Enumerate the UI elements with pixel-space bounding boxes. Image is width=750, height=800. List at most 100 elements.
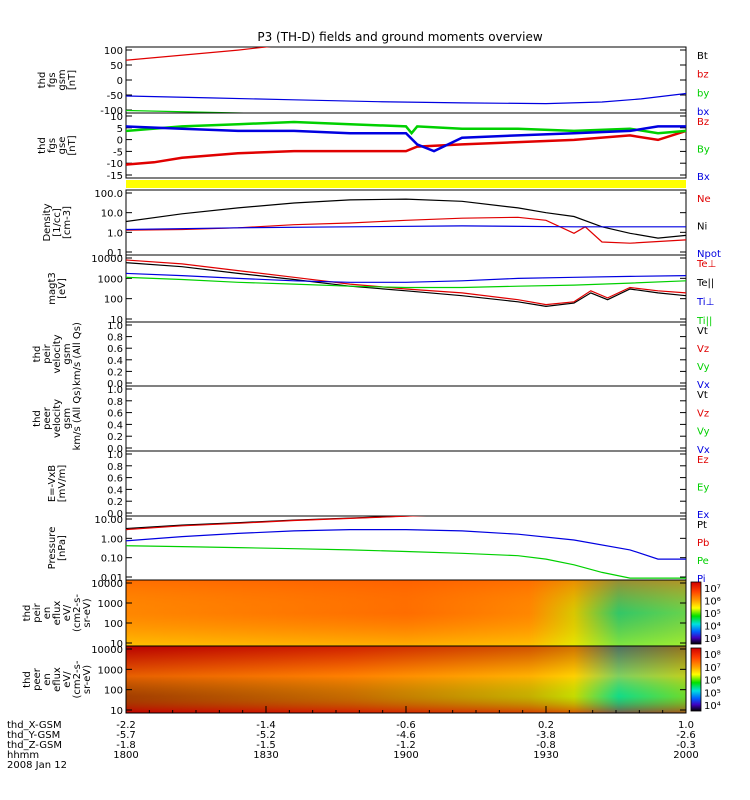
ytick-label: 0.2 — [107, 432, 123, 443]
ylabel-line: km/s (All Qs) — [72, 322, 83, 386]
figure-title: P3 (TH-D) fields and ground moments over… — [257, 30, 542, 44]
ylabel-line: thd — [22, 671, 33, 688]
ylabel-line: gsm — [62, 343, 73, 364]
ephemeris-value: 1900 — [393, 750, 418, 761]
colorbar-tick-label: 10⁴ — [704, 701, 721, 712]
legend-entry: Vt — [697, 390, 708, 401]
legend-entry: Npot — [697, 249, 721, 260]
ytick-label: 0.10 — [101, 554, 123, 565]
ylabel-line: thd — [32, 346, 43, 363]
series-line-0 — [126, 259, 686, 306]
panel-frame — [125, 515, 687, 581]
quality-flag-bar — [126, 180, 686, 188]
ytick-label: 10000 — [91, 254, 123, 265]
legend-entry: Vy — [697, 362, 710, 373]
ytick-label: 0.2 — [107, 367, 123, 378]
ephemeris-value: 2000 — [673, 750, 698, 761]
ylabel-line: eV/ — [62, 604, 73, 621]
ytick-label: 1000 — [98, 274, 123, 285]
series-line-0 — [126, 129, 686, 166]
legend-entry: Pe — [697, 556, 709, 567]
series-line-1 — [126, 262, 686, 308]
ytick-label: 0.4 — [107, 485, 123, 496]
ylabel-line: peir — [32, 602, 43, 622]
ylabel-line: gsm — [62, 408, 73, 429]
panel-pressure: 10.00 1.00 0.10 0.01 Pressure [nPa] Pt Pb Pe Pi — [47, 515, 709, 585]
ytick-label: 0.0 — [107, 509, 123, 520]
ytick-label: 0 — [117, 136, 123, 147]
ephemeris-label: thd_Z-GSM — [7, 740, 62, 751]
ylabel-line: [nPa] — [57, 535, 68, 561]
colorbar-tick-label: 10³ — [704, 634, 721, 645]
legend-entry: Ti⊥ — [696, 297, 714, 308]
colorbar-tick-label: 10⁵ — [704, 688, 721, 699]
ephemeris-value: -0.6 — [396, 720, 416, 731]
ylabel-line: E=-VxB — [47, 465, 58, 502]
legend-entry: bz — [697, 70, 709, 81]
panel-frame — [125, 321, 687, 387]
ylabel-line: [1/cc] — [52, 208, 63, 237]
panel-frame — [125, 385, 687, 452]
ytick-label: 0.2 — [107, 497, 123, 508]
ylabel-line: fgs — [47, 72, 58, 87]
ytick-label: -100 — [100, 106, 123, 117]
colorbar-tick-label: 10⁴ — [704, 622, 721, 633]
ephemeris-value: -1.5 — [256, 740, 276, 751]
legend-entry: Pb — [697, 538, 709, 549]
ylabel-line: magt3 — [47, 272, 58, 305]
series-line-1 — [126, 120, 686, 136]
ytick-label: 0.0 — [107, 444, 123, 455]
series-line-2 — [126, 272, 686, 283]
legend-entry: Vx — [697, 445, 710, 456]
ylabel-line: thd — [37, 137, 48, 154]
ytick-label: -15 — [107, 171, 123, 182]
ytick-label: 0.6 — [107, 474, 123, 485]
ytick-label: 10000 — [91, 645, 123, 656]
ylabel-line: thd — [32, 410, 43, 427]
ylabel-line: gsm — [57, 69, 68, 90]
ytick-label: -10 — [107, 159, 123, 170]
series-line-1 — [126, 516, 427, 531]
legend-entry: Vz — [697, 408, 709, 419]
ytick-label: 10 — [110, 639, 123, 650]
legend-entry: Ex — [697, 510, 709, 521]
series-line-1 — [126, 109, 265, 113]
ylabel-line: [mV/m] — [57, 465, 68, 503]
ytick-label: 10 — [110, 112, 123, 123]
panel-efield: 1.00.80.60.40.20.0 E=-VxB [mV/m] Ez Ey Ex — [47, 450, 709, 521]
ytick-label: 0.6 — [107, 344, 123, 355]
ephemeris-label: hhmm — [7, 750, 39, 761]
ytick-label: 100 — [104, 686, 123, 697]
ytick-label: 0.8 — [107, 462, 123, 473]
ytick-label: 0.8 — [107, 397, 123, 408]
ephemeris-value: -1.8 — [116, 740, 136, 751]
ylabel-line: eV/ — [62, 671, 73, 688]
legend-entry: Te|| — [696, 278, 714, 289]
ylabel-line: km/s (All Qs) — [72, 387, 83, 451]
ytick-label: 0 — [117, 76, 123, 87]
ylabel-line: [eV] — [57, 278, 68, 299]
ephemeris-value: 1830 — [253, 750, 278, 761]
ylabel-line: (cm2-s- — [72, 594, 83, 632]
colorbar-peer_eflux — [690, 647, 702, 712]
ylabel-line: peer — [42, 406, 53, 430]
ephemeris-label: thd_Y-GSM — [7, 730, 60, 741]
legend-entry: Ni — [697, 222, 707, 233]
ephemeris-value: -1.2 — [396, 740, 416, 751]
ephemeris-value: -3.8 — [536, 730, 556, 741]
ytick-label: 0.4 — [107, 356, 123, 367]
ytick-label: 1.0 — [107, 450, 123, 461]
series-line-2 — [126, 529, 686, 560]
ylabel-line: [nT] — [67, 135, 78, 155]
ylabel-line: peer — [32, 667, 43, 691]
time-axis: thd_X-GSM -2.2 -1.4 -0.6 0.2 1.0 thd_Y-GSM -5.7… — [7, 706, 699, 771]
ephemeris-value: -5.7 — [116, 730, 136, 741]
date-label: 2008 Jan 12 — [7, 760, 67, 771]
colorbar-tick-label: 10⁵ — [704, 609, 721, 620]
series-line-2 — [126, 125, 686, 153]
ylabel-line: en — [42, 673, 53, 686]
colorbar-peir_eflux — [690, 581, 702, 645]
ephemeris-value: -1.4 — [256, 720, 276, 731]
panel-frame — [125, 112, 687, 179]
